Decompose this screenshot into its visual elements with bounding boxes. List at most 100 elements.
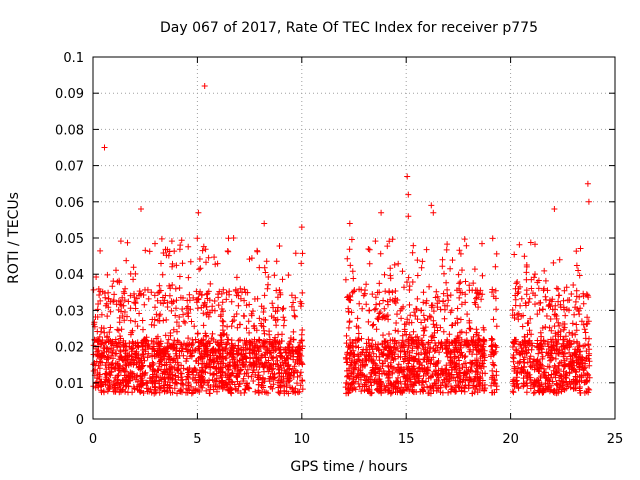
data-point bbox=[363, 281, 370, 288]
data-point bbox=[521, 370, 528, 377]
data-point bbox=[466, 282, 473, 289]
data-point bbox=[269, 300, 276, 307]
data-point bbox=[146, 248, 153, 255]
data-point bbox=[572, 304, 579, 311]
data-point bbox=[549, 336, 556, 343]
data-point bbox=[191, 365, 198, 372]
data-point bbox=[549, 347, 556, 354]
data-point bbox=[560, 350, 567, 357]
data-point bbox=[179, 260, 186, 267]
data-point bbox=[132, 350, 139, 357]
data-point bbox=[203, 351, 210, 357]
data-point bbox=[435, 378, 442, 384]
data-point bbox=[521, 253, 528, 260]
data-point bbox=[243, 370, 250, 377]
data-point bbox=[370, 357, 377, 364]
data-point bbox=[420, 299, 427, 306]
data-point bbox=[275, 304, 281, 311]
data-point bbox=[287, 372, 294, 378]
data-point bbox=[267, 362, 273, 369]
data-point bbox=[127, 317, 134, 324]
data-point bbox=[542, 380, 549, 387]
data-point bbox=[194, 330, 201, 337]
data-point bbox=[414, 272, 421, 279]
data-point bbox=[269, 370, 276, 377]
data-point bbox=[194, 296, 201, 303]
data-point bbox=[558, 359, 565, 366]
data-point bbox=[213, 355, 220, 362]
data-point bbox=[115, 372, 122, 379]
data-point bbox=[116, 362, 123, 369]
data-point bbox=[235, 383, 242, 390]
data-point bbox=[266, 347, 273, 354]
data-point bbox=[445, 389, 452, 396]
data-point bbox=[400, 373, 407, 380]
data-point bbox=[187, 347, 194, 354]
x-tick-label: 15 bbox=[398, 432, 415, 447]
data-point bbox=[233, 374, 240, 381]
data-point bbox=[198, 382, 205, 389]
data-point bbox=[586, 358, 593, 365]
data-point bbox=[96, 333, 103, 340]
data-point bbox=[115, 306, 122, 313]
data-point bbox=[242, 386, 249, 393]
data-point bbox=[270, 381, 277, 388]
data-point bbox=[222, 355, 229, 362]
data-point bbox=[536, 300, 543, 306]
data-point bbox=[375, 366, 382, 373]
data-point bbox=[464, 311, 471, 318]
data-point bbox=[109, 349, 116, 356]
data-point bbox=[476, 379, 483, 386]
data-point bbox=[563, 342, 570, 349]
data-point bbox=[488, 389, 495, 396]
y-tick-label: 0 bbox=[76, 413, 84, 428]
data-point bbox=[249, 308, 256, 315]
data-point bbox=[555, 298, 562, 305]
data-point bbox=[294, 348, 300, 355]
data-point bbox=[453, 388, 460, 395]
data-point bbox=[489, 286, 496, 293]
data-point bbox=[523, 389, 530, 396]
data-point bbox=[240, 347, 247, 354]
data-point bbox=[115, 384, 122, 391]
data-point bbox=[145, 350, 152, 357]
data-point bbox=[387, 265, 394, 272]
data-point bbox=[575, 267, 582, 274]
data-point bbox=[524, 349, 530, 356]
data-point bbox=[401, 284, 407, 291]
data-point bbox=[535, 377, 542, 384]
data-point bbox=[161, 369, 168, 376]
data-point bbox=[416, 379, 423, 386]
data-point bbox=[256, 315, 263, 322]
data-point bbox=[294, 388, 301, 395]
data-point bbox=[182, 319, 189, 326]
data-point bbox=[465, 342, 472, 349]
data-point bbox=[245, 373, 252, 380]
data-point bbox=[187, 258, 194, 265]
data-point bbox=[145, 295, 152, 302]
y-tick-label: 0.08 bbox=[55, 123, 84, 138]
data-point bbox=[519, 323, 526, 330]
data-point bbox=[376, 300, 383, 307]
data-point bbox=[179, 389, 185, 396]
data-point bbox=[278, 365, 285, 372]
data-point bbox=[299, 377, 306, 384]
data-point bbox=[343, 332, 350, 339]
data-point bbox=[421, 351, 428, 358]
data-point bbox=[139, 351, 146, 357]
data-point bbox=[234, 324, 241, 331]
data-point bbox=[376, 347, 382, 354]
data-point bbox=[549, 378, 556, 385]
data-point bbox=[413, 389, 420, 395]
data-point bbox=[454, 319, 461, 326]
data-point bbox=[420, 312, 427, 319]
data-point bbox=[198, 356, 204, 363]
data-point bbox=[444, 302, 451, 309]
data-point bbox=[539, 306, 546, 313]
data-point bbox=[199, 361, 206, 367]
data-point bbox=[527, 374, 534, 381]
data-point bbox=[355, 324, 362, 331]
data-point bbox=[446, 342, 453, 349]
data-point bbox=[355, 330, 362, 337]
y-tick-label: 0.06 bbox=[55, 196, 84, 211]
